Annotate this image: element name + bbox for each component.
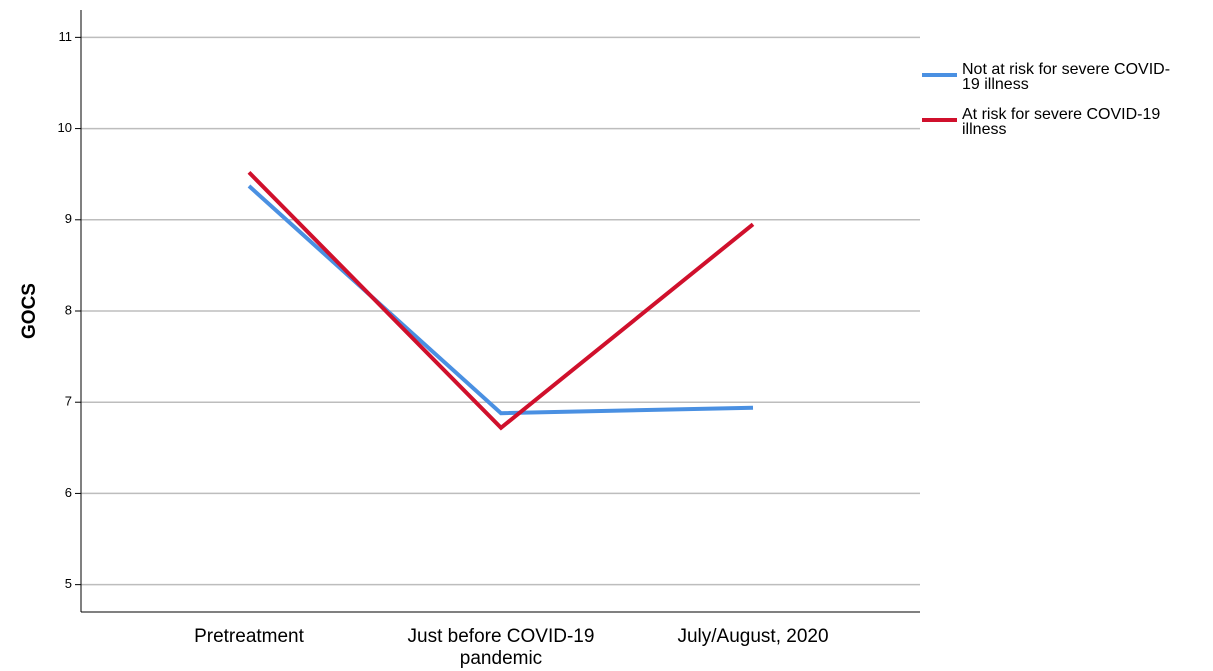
- gridlines: [81, 36, 920, 586]
- legend-label-1: At risk for severe COVID-19 illness: [962, 106, 1160, 138]
- y-tick-label: 6: [65, 485, 72, 500]
- x-tick-label-line: Just before COVID-19: [408, 626, 595, 647]
- y-tick-label: 11: [59, 29, 73, 44]
- x-tick-labels: Pretreatment Just before COVID-19 pandemic…: [194, 626, 828, 669]
- y-tick-labels: 5 6 7 8 9 10 11: [58, 29, 81, 591]
- x-tick-label: Just before COVID-19 pandemic: [408, 626, 595, 669]
- x-tick-label-line: July/August, 2020: [677, 626, 828, 647]
- y-tick-label: 9: [65, 211, 72, 226]
- legend-label-line: Not at risk for severe COVID-: [962, 61, 1170, 78]
- y-tick-label: 8: [65, 302, 72, 317]
- y-tick-label: 10: [58, 120, 72, 135]
- x-tick-label: Pretreatment: [194, 626, 305, 647]
- legend-label-line: 19 illness: [962, 76, 1029, 93]
- y-tick-label: 5: [65, 576, 72, 591]
- legend-label-line: illness: [962, 121, 1006, 138]
- series-line-1: [247, 170, 755, 431]
- x-tick-label-line: pandemic: [460, 648, 542, 669]
- x-tick-label: July/August, 2020: [677, 626, 828, 647]
- legend: Not at risk for severe COVID-19 illness A…: [922, 61, 1170, 138]
- legend-label-0: Not at risk for severe COVID-19 illness: [962, 61, 1170, 93]
- y-axis-label: GOCS: [19, 283, 40, 339]
- x-tick-label-line: Pretreatment: [194, 626, 305, 647]
- series-lines: [247, 170, 755, 431]
- legend-label-line: At risk for severe COVID-19: [962, 106, 1160, 123]
- y-tick-label: 7: [65, 394, 72, 409]
